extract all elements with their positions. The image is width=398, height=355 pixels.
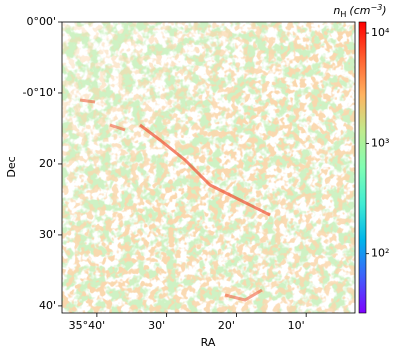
colorbar-tick-label: 10³: [371, 136, 389, 149]
x-tick-label: 10': [288, 319, 305, 332]
x-axis-label: RA: [201, 336, 216, 349]
colorbar-tick-label: 10²: [371, 247, 389, 260]
plot-frame: [61, 21, 356, 314]
y-axis-label: Dec: [5, 156, 18, 177]
y-tick-label: -0°10': [23, 86, 57, 99]
colorbar: [358, 21, 367, 314]
colorbar-tick-label: 10⁴: [371, 26, 390, 39]
x-tick-label: 35°40': [69, 319, 106, 332]
y-tick-label: 0°00': [26, 15, 56, 28]
y-tick-label: 20': [39, 157, 56, 170]
y-tick-label: 30': [39, 228, 56, 241]
x-tick-label: 20': [218, 319, 235, 332]
density-map: [62, 22, 355, 313]
x-tick-label: 30': [148, 319, 165, 332]
y-tick-label: 40': [39, 299, 56, 312]
colorbar-label: nH (cm−3): [333, 3, 386, 19]
